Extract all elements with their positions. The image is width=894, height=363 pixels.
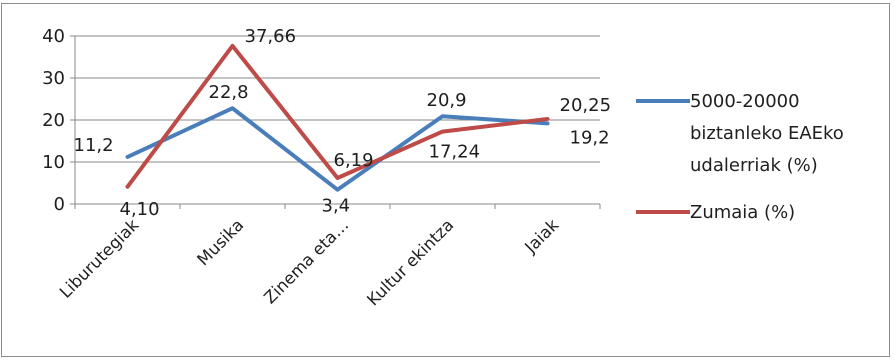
x-axis-categories: Liburutegiak Musika Zinema eta… Kultur ekin…: [56, 215, 563, 309]
data-label-s1-2: 22,8: [209, 82, 249, 103]
chart-frame: [1, 3, 890, 357]
ytick-label-30: 30: [42, 68, 65, 89]
data-label-s1-4: 20,9: [427, 90, 467, 111]
data-label-s1-5: 19,2: [570, 127, 610, 148]
axes: [70, 35, 601, 209]
data-labels: 11,2 22,8 3,4 20,9 19,2 4,10 37,66 6,19 17,24 20,…: [74, 26, 612, 220]
category-label-1: Liburutegiak: [56, 215, 143, 302]
series-lines: [125, 43, 550, 192]
data-label-s1-1: 11,2: [74, 135, 114, 156]
data-label-s2-2: 37,66: [245, 26, 297, 47]
category-label-4: Kultur ekintza: [363, 215, 457, 309]
ytick-label-40: 40: [42, 26, 65, 47]
legend-label-series-1-line-2: biztanleko EAEko: [690, 123, 844, 144]
legend-label-series-1-line-1: 5000-20000: [690, 91, 800, 112]
data-label-s2-4: 17,24: [429, 142, 481, 163]
series-line-2: [125, 43, 550, 189]
data-label-s2-3: 6,19: [334, 150, 374, 171]
data-label-s1-3: 3,4: [322, 196, 351, 217]
category-label-5: Jaiak: [520, 215, 562, 257]
data-label-s2-1: 4,10: [120, 199, 160, 220]
legend-label-series-1-line-3: udalerriak (%): [690, 155, 818, 176]
ytick-label-20: 20: [42, 110, 65, 131]
data-label-s2-5: 20,25: [560, 95, 612, 116]
y-axis-ticks: 0 10 20 30 40: [42, 26, 65, 215]
ytick-label-10: 10: [42, 152, 65, 173]
series-line-1: [125, 106, 550, 192]
category-label-2: Musika: [193, 215, 247, 269]
ytick-label-0: 0: [54, 194, 65, 215]
legend-label-series-2: Zumaia (%): [690, 202, 795, 223]
legend: 5000-20000 biztanleko EAEko udalerriak (…: [636, 91, 844, 223]
category-label-3: Zinema eta…: [260, 215, 352, 307]
